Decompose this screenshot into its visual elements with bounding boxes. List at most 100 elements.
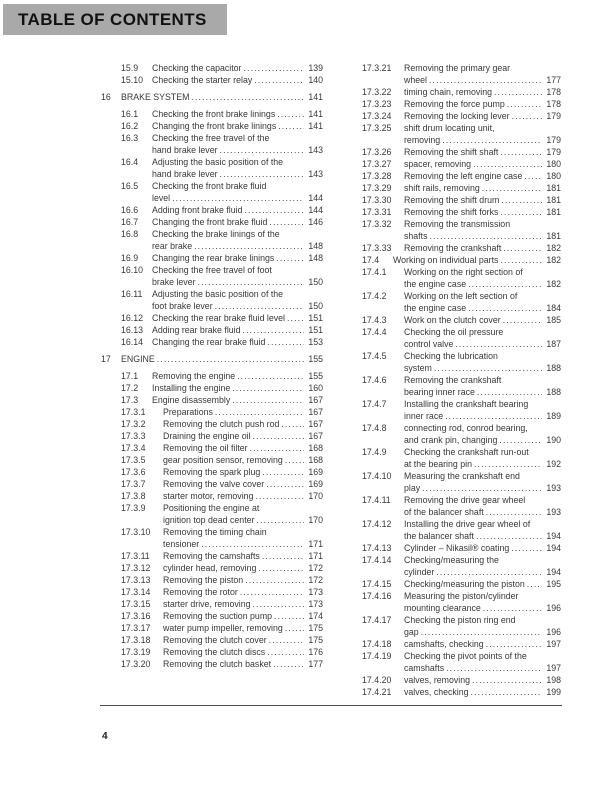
toc-entry-continuation[interactable]: ignition top dead center 170 [101,514,323,526]
toc-entry-continuation[interactable]: the engine case 184 [342,302,561,314]
toc-entry[interactable]: 17.3.17 water pump impeller, removing 175 [101,622,323,634]
toc-entry-continuation[interactable]: hand brake lever 143 [101,144,323,156]
toc-entry[interactable]: 16.1 Checking the front brake linings 141 [101,108,323,120]
toc-entry[interactable]: 17.4.15 Checking/measuring the piston 195 [342,578,561,590]
toc-entry[interactable]: 16.4 Adjusting the basic position of the [101,156,323,168]
toc-entry[interactable]: 17.4.16 Measuring the piston/cylinder [342,590,561,602]
toc-entry-continuation[interactable]: removing 179 [342,134,561,146]
toc-entry[interactable]: 17.3.14 Removing the rotor 173 [101,586,323,598]
toc-entry[interactable]: 16.14 Changing the rear brake fluid 153 [101,336,323,348]
toc-entry[interactable]: 17.3 Engine disassembly 167 [101,394,323,406]
toc-entry[interactable]: 16.13 Adding rear brake fluid 151 [101,324,323,336]
toc-entry[interactable]: 16.12 Checking the rear brake fluid level… [101,312,323,324]
toc-entry[interactable]: 15.10 Checking the starter relay 140 [101,74,323,86]
toc-entry[interactable]: 17.4.3 Work on the clutch cover 185 [342,314,561,326]
toc-entry[interactable]: 16.2 Changing the front brake linings 141 [101,120,323,132]
toc-entry-continuation[interactable]: system 188 [342,362,561,374]
toc-entry[interactable]: 17.3.2 Removing the clutch push rod 167 [101,418,323,430]
toc-entry[interactable]: 17.3.11 Removing the camshafts 171 [101,550,323,562]
toc-entry[interactable]: 17 ENGINE 155 [101,353,323,365]
toc-entry[interactable]: 17.3.7 Removing the valve cover 169 [101,478,323,490]
toc-entry[interactable]: 17.3.22 timing chain, removing 178 [342,86,561,98]
toc-entry[interactable]: 17.3.32 Removing the transmission [342,218,561,230]
toc-entry[interactable]: 17.4 Working on individual parts 182 [342,254,561,266]
toc-entry[interactable]: 17.3.19 Removing the clutch discs 176 [101,646,323,658]
toc-entry[interactable]: 17.3.23 Removing the force pump 178 [342,98,561,110]
toc-entry[interactable]: 17.3.25 shift drum locating unit, [342,122,561,134]
toc-entry[interactable]: 17.4.2 Working on the left section of [342,290,561,302]
toc-entry[interactable]: 17.1 Removing the engine 155 [101,370,323,382]
toc-entry-continuation[interactable]: brake lever 150 [101,276,323,288]
toc-entry[interactable]: 17.4.4 Checking the oil pressure [342,326,561,338]
toc-entry[interactable]: 17.4.7 Installing the crankshaft bearing [342,398,561,410]
toc-entry-continuation[interactable]: foot brake lever 150 [101,300,323,312]
toc-entry[interactable]: 17.3.21 Removing the primary gear [342,62,561,74]
toc-entry[interactable]: 17.3.33 Removing the crankshaft 182 [342,242,561,254]
toc-entry[interactable]: 17.4.21 valves, checking 199 [342,686,561,698]
toc-entry[interactable]: 17.3.30 Removing the shift drum 181 [342,194,561,206]
toc-entry[interactable]: 17.4.1 Working on the right section of [342,266,561,278]
toc-entry[interactable]: 17.3.3 Draining the engine oil 167 [101,430,323,442]
toc-entry[interactable]: 17.3.27 spacer, removing 180 [342,158,561,170]
toc-entry[interactable]: 17.3.18 Removing the clutch cover 175 [101,634,323,646]
toc-entry-continuation[interactable]: gap 196 [342,626,561,638]
toc-entry-continuation[interactable]: shafts 181 [342,230,561,242]
toc-entry[interactable]: 17.4.10 Measuring the crankshaft end [342,470,561,482]
toc-entry-continuation[interactable]: rear brake 148 [101,240,323,252]
toc-entry[interactable]: 17.4.11 Removing the drive gear wheel [342,494,561,506]
toc-entry-continuation[interactable]: wheel 177 [342,74,561,86]
toc-entry[interactable]: 17.4.12 Installing the drive gear wheel o… [342,518,561,530]
toc-entry[interactable]: 17.4.14 Checking/measuring the [342,554,561,566]
toc-entry[interactable]: 17.3.15 starter drive, removing 173 [101,598,323,610]
toc-entry[interactable]: 17.3.5 gear position sensor, removing 168 [101,454,323,466]
toc-entry[interactable]: 16.7 Changing the front brake fluid 146 [101,216,323,228]
toc-entry-continuation[interactable]: the engine case 182 [342,278,561,290]
toc-entry[interactable]: 16.11 Adjusting the basic position of the [101,288,323,300]
toc-entry[interactable]: 17.3.4 Removing the oil filter 168 [101,442,323,454]
toc-entry[interactable]: 17.4.17 Checking the piston ring end [342,614,561,626]
toc-entry[interactable]: 17.3.9 Positioning the engine at [101,502,323,514]
toc-entry-continuation[interactable]: mounting clearance 196 [342,602,561,614]
toc-entry[interactable]: 17.3.1 Preparations 167 [101,406,323,418]
toc-entry-continuation[interactable]: camshafts 197 [342,662,561,674]
toc-entry[interactable]: 17.3.24 Removing the locking lever 179 [342,110,561,122]
toc-entry[interactable]: 16.3 Checking the free travel of the [101,132,323,144]
toc-entry[interactable]: 15.9 Checking the capacitor 139 [101,62,323,74]
toc-entry[interactable]: 17.3.8 starter motor, removing 170 [101,490,323,502]
toc-entry[interactable]: 16.5 Checking the front brake fluid [101,180,323,192]
toc-entry[interactable]: 16.8 Checking the brake linings of the [101,228,323,240]
toc-entry[interactable]: 17.4.13 Cylinder – Nikasil® coating 194 [342,542,561,554]
toc-entry-continuation[interactable]: bearing inner race 188 [342,386,561,398]
toc-entry[interactable]: 17.2 Installing the engine 160 [101,382,323,394]
toc-entry-continuation[interactable]: level 144 [101,192,323,204]
toc-entry[interactable]: 17.4.20 valves, removing 198 [342,674,561,686]
toc-entry[interactable]: 17.3.31 Removing the shift forks 181 [342,206,561,218]
toc-entry[interactable]: 16.9 Changing the rear brake linings 148 [101,252,323,264]
toc-entry-continuation[interactable]: of the balancer shaft 193 [342,506,561,518]
toc-entry[interactable]: 17.3.16 Removing the suction pump 174 [101,610,323,622]
toc-entry[interactable]: 17.4.5 Checking the lubrication [342,350,561,362]
toc-entry[interactable]: 17.3.29 shift rails, removing 181 [342,182,561,194]
toc-entry[interactable]: 17.3.20 Removing the clutch basket 177 [101,658,323,670]
toc-entry[interactable]: 16 BRAKE SYSTEM 141 [101,91,323,103]
toc-entry-continuation[interactable]: inner race 189 [342,410,561,422]
toc-entry[interactable]: 17.4.6 Removing the crankshaft [342,374,561,386]
toc-entry-continuation[interactable]: control valve 187 [342,338,561,350]
toc-entry[interactable]: 17.3.10 Removing the timing chain [101,526,323,538]
toc-entry-continuation[interactable]: the balancer shaft 194 [342,530,561,542]
toc-entry-continuation[interactable]: tensioner 171 [101,538,323,550]
toc-entry[interactable]: 17.4.18 camshafts, checking 197 [342,638,561,650]
toc-entry[interactable]: 16.10 Checking the free travel of foot [101,264,323,276]
toc-entry-continuation[interactable]: play 193 [342,482,561,494]
toc-entry[interactable]: 17.3.28 Removing the left engine case 180 [342,170,561,182]
toc-entry[interactable]: 17.4.8 connecting rod, conrod bearing, [342,422,561,434]
toc-entry[interactable]: 17.3.13 Removing the piston 172 [101,574,323,586]
toc-entry[interactable]: 17.3.26 Removing the shift shaft 179 [342,146,561,158]
toc-entry[interactable]: 16.6 Adding front brake fluid 144 [101,204,323,216]
toc-entry-continuation[interactable]: at the bearing pin 192 [342,458,561,470]
toc-entry[interactable]: 17.4.19 Checking the pivot points of the [342,650,561,662]
toc-entry[interactable]: 17.4.9 Checking the crankshaft run-out [342,446,561,458]
toc-entry-continuation[interactable]: cylinder 194 [342,566,561,578]
toc-entry-continuation[interactable]: and crank pin, changing 190 [342,434,561,446]
toc-entry[interactable]: 17.3.6 Removing the spark plug 169 [101,466,323,478]
